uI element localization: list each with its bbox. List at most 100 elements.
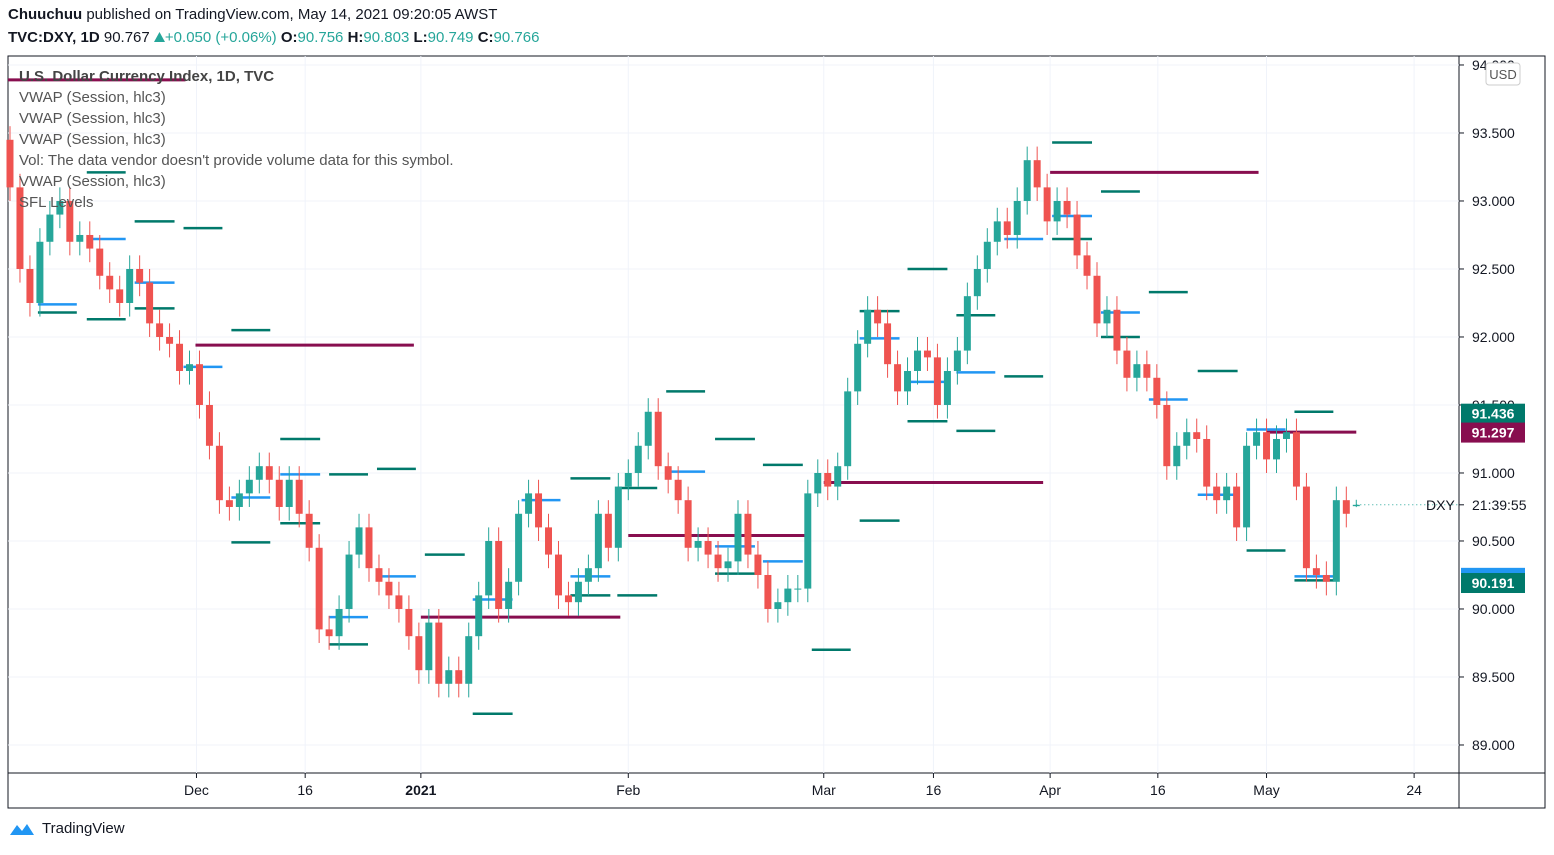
candle-body — [345, 554, 353, 609]
price-badge — [1461, 573, 1525, 594]
candle — [485, 527, 493, 609]
x-tick-label: 16 — [297, 782, 313, 798]
price-badge-label: 90.191 — [1472, 575, 1515, 591]
candle — [16, 173, 24, 283]
candle-body — [545, 527, 553, 555]
candle-body — [1243, 445, 1251, 528]
candle-body — [515, 513, 523, 582]
candle — [1153, 364, 1161, 419]
candle-body — [923, 350, 931, 358]
candle-body — [445, 670, 453, 684]
candle-body — [455, 670, 463, 684]
candle — [874, 296, 882, 337]
candle — [415, 622, 423, 684]
candle-body — [764, 574, 772, 609]
candle — [764, 561, 772, 623]
x-tick-label: Apr — [1039, 782, 1061, 798]
candle — [535, 479, 543, 541]
candle-body — [425, 622, 433, 671]
candle — [914, 336, 921, 385]
candle-body — [943, 370, 951, 405]
candle-body — [904, 370, 912, 392]
candle-body — [1183, 432, 1191, 446]
countdown-time: 21:39:55 — [1472, 497, 1527, 513]
candle-body — [1322, 574, 1330, 582]
candle — [1083, 241, 1091, 290]
low-label: L: — [413, 29, 428, 46]
candle — [1143, 350, 1151, 392]
candle — [465, 622, 473, 698]
candle — [604, 500, 612, 562]
candle-body — [186, 364, 193, 371]
candle-body — [146, 282, 154, 324]
candle — [1322, 561, 1330, 596]
candle-body — [355, 527, 363, 555]
x-tick-label: Dec — [184, 782, 209, 798]
candle-body — [1123, 350, 1131, 378]
candle — [1063, 187, 1071, 229]
candle-body — [814, 472, 822, 494]
candle — [784, 574, 792, 616]
candle-body — [76, 234, 84, 242]
candle-body — [604, 513, 612, 548]
candle — [953, 336, 961, 385]
candle-body — [1263, 432, 1271, 460]
candle-body — [754, 554, 762, 575]
candle-body — [864, 309, 872, 344]
candle-body — [1203, 438, 1211, 487]
candle-body — [834, 466, 842, 487]
candle-body — [1143, 364, 1151, 378]
candle — [1043, 173, 1051, 235]
low-value: 90.749 — [427, 29, 474, 46]
candle — [714, 540, 722, 582]
candle — [963, 282, 971, 365]
candle-body — [96, 248, 104, 276]
candle-body — [1342, 500, 1350, 514]
candle-body — [225, 500, 233, 507]
candle — [634, 432, 642, 487]
candle — [215, 432, 223, 514]
candle-body — [973, 268, 981, 297]
candle — [564, 581, 572, 616]
brand: TradingView — [42, 820, 125, 837]
candle — [56, 187, 64, 229]
candle — [186, 350, 193, 385]
candle — [345, 540, 353, 623]
x-tick-label: 16 — [1150, 782, 1166, 798]
candle-body — [914, 350, 921, 371]
candle — [445, 656, 453, 698]
candle — [285, 466, 293, 521]
candle — [624, 459, 632, 501]
candle-body — [694, 540, 702, 548]
candle-body — [1033, 160, 1041, 188]
candle-body — [195, 364, 203, 405]
y-tick-label: 92.000 — [1472, 329, 1515, 345]
candle — [584, 554, 592, 596]
candle — [1023, 146, 1031, 215]
candle — [754, 540, 762, 589]
candle-body — [644, 411, 652, 446]
candle-body — [535, 493, 543, 528]
candle-body — [166, 336, 174, 344]
candle — [904, 357, 912, 405]
x-tick-label: 16 — [926, 782, 942, 798]
candle — [1263, 418, 1271, 473]
candle-body — [804, 493, 812, 589]
candle-body — [1063, 200, 1071, 215]
candle-body — [46, 214, 54, 242]
y-tick-label: 89.000 — [1472, 737, 1515, 753]
candle — [195, 350, 203, 419]
y-tick-label: 93.000 — [1472, 193, 1515, 209]
candle — [1243, 432, 1251, 541]
candle — [694, 527, 702, 562]
candle-body — [844, 391, 852, 467]
candle-body — [874, 309, 882, 324]
candle — [574, 568, 582, 616]
candle — [265, 452, 273, 494]
candle-body — [1023, 160, 1031, 201]
candle-body — [1133, 364, 1141, 378]
candle-body — [1163, 404, 1171, 467]
candle-body — [1013, 200, 1021, 235]
candle — [315, 534, 323, 643]
candle — [545, 513, 553, 569]
